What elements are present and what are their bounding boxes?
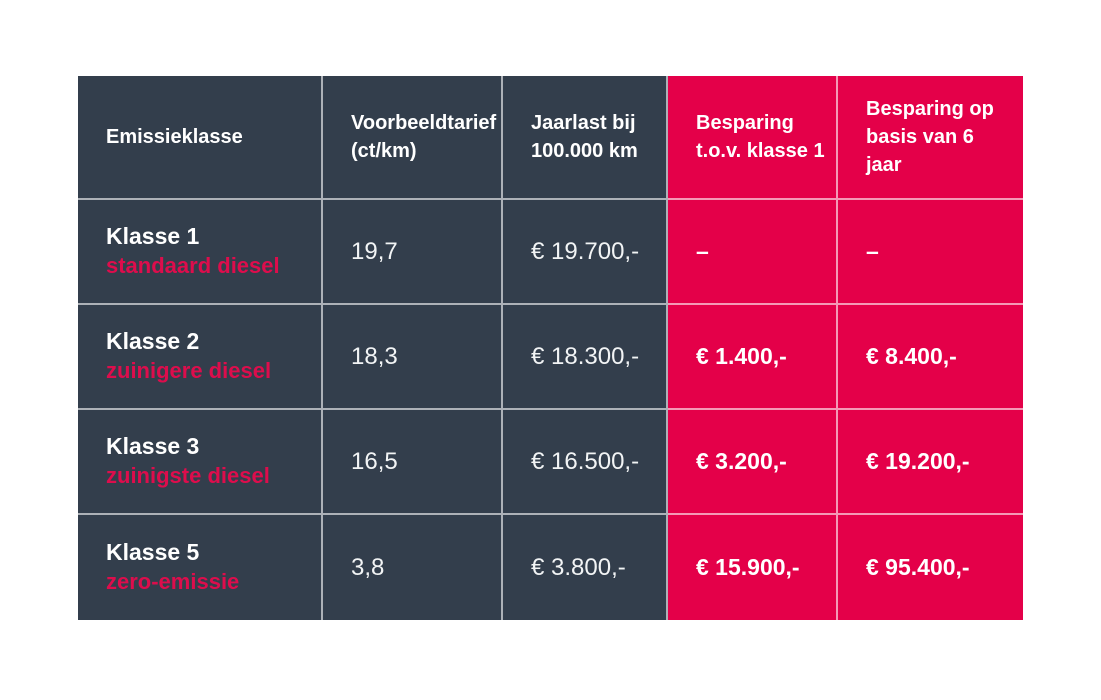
besparing-klasse1-cell: € 15.900,- [668,515,838,620]
jaarlast-cell: € 19.700,- [503,200,668,305]
klasse-cell: Klasse 2 zuinigere diesel [78,305,323,410]
besparing-klasse1-cell: € 3.200,- [668,410,838,515]
header-text-line1: Besparing op [866,98,994,120]
klasse-cell: Klasse 3 zuinigste diesel [78,410,323,515]
header-cell-emissieklasse: Emissieklasse [78,76,323,200]
klasse-cell: Klasse 5 zero-emissie [78,515,323,620]
emission-class-tariff-table: Emissieklasse Voorbeeldtarief (ct/km) Ja… [78,76,1023,620]
header-cell-jaarlast: Jaarlast bij 100.000 km [503,76,668,200]
header-text-line2: t.o.v. klasse 1 [696,140,825,162]
jaarlast-cell: € 18.300,- [503,305,668,410]
klasse-sublabel: standaard diesel [106,253,280,279]
klasse-sublabel: zuinigere diesel [106,358,272,384]
klasse-cell: Klasse 1 standaard diesel [78,200,323,305]
klasse-sublabel: zuinigste diesel [106,463,270,489]
besparing-6jaar-cell: – [838,200,1023,305]
header-text-line1: Voorbeeldtarief [351,112,497,134]
header-text-line1: Jaarlast bij [531,112,636,134]
besparing-6jaar-cell: € 8.400,- [838,305,1023,410]
besparing-klasse1-cell: – [668,200,838,305]
besparing-6jaar-cell: € 19.200,- [838,410,1023,515]
klasse-label: Klasse 5 [106,539,200,566]
header-cell-voorbeeldtarief: Voorbeeldtarief (ct/km) [323,76,503,200]
tarief-cell: 19,7 [323,200,503,305]
klasse-sublabel: zero-emissie [106,569,240,595]
tarief-cell: 18,3 [323,305,503,410]
header-cell-besparing-6jaar: Besparing op basis van 6 jaar [838,76,1023,200]
header-cell-besparing-klasse1: Besparing t.o.v. klasse 1 [668,76,838,200]
tarief-cell: 3,8 [323,515,503,620]
header-text: Emissieklasse [106,126,243,148]
header-text-line2: basis van 6 jaar [866,126,974,176]
jaarlast-cell: € 3.800,- [503,515,668,620]
tarief-cell: 16,5 [323,410,503,515]
besparing-6jaar-cell: € 95.400,- [838,515,1023,620]
besparing-klasse1-cell: € 1.400,- [668,305,838,410]
klasse-label: Klasse 3 [106,433,200,460]
header-text-line2: (ct/km) [351,140,417,162]
jaarlast-cell: € 16.500,- [503,410,668,515]
header-text-line1: Besparing [696,112,794,134]
header-text-line2: 100.000 km [531,140,638,162]
klasse-label: Klasse 1 [106,223,200,250]
klasse-label: Klasse 2 [106,328,200,355]
